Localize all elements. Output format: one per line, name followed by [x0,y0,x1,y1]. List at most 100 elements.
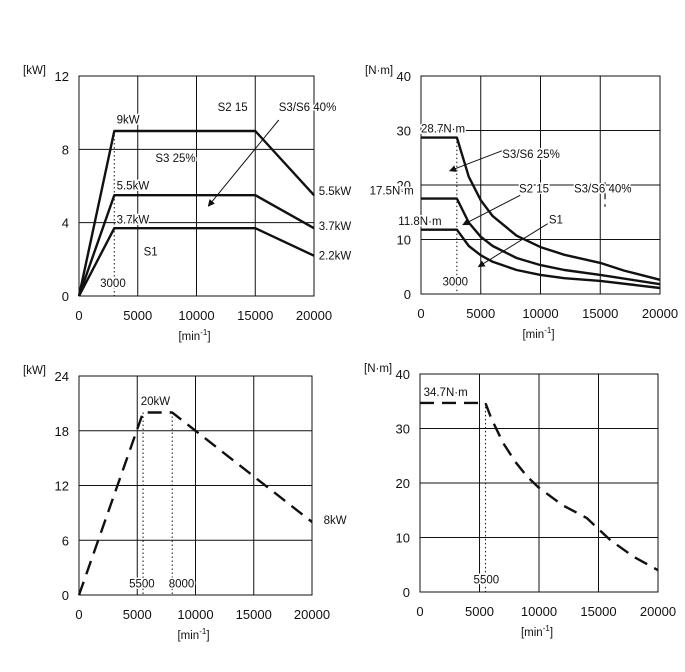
annotation-label: 5500 [474,574,500,586]
x-tick-label: 0 [417,306,424,321]
y-tick-label: 20 [396,476,410,491]
x-tick-label: 0 [416,604,423,619]
annotation-label: 3000 [100,278,126,290]
x-axis-unit: [min-1] [522,326,554,341]
annotation-label: S3/S6 25% [502,149,560,161]
x-tick-label: 5000 [465,604,494,619]
torque-chart-continuous: 0 5000 10000 15000 20000 0 10 20 30 40 [N·m] [min-1… [365,65,678,341]
x-axis-unit-x-unit-sup: -1 [543,624,551,633]
x-axis-unit-x-unit: [min [522,329,544,341]
x-axis-unit-x-unit-suffix: ] [206,630,209,642]
power-chart-continuous: 0 5000 10000 15000 20000 0 4 8 12 [kW] ​[min-1] 9kW… [23,65,353,343]
x-axis-unit: [min-1] [521,624,553,639]
y-axis-unit: [kW] [23,365,46,377]
y-tick-label: 0 [62,289,69,304]
y-tick-label: 40 [396,367,410,382]
series-line-0 [420,401,659,572]
annotation-label: 2.2kW [319,250,352,262]
annotation-label: S3 25% [155,153,195,165]
y-tick-label: 20 [397,178,411,193]
x-tick-label: 20000 [642,306,678,321]
y-tick-label: 40 [397,69,411,84]
x-tick-label: 5000 [123,607,152,622]
x-axis-unit-x-unit: [min [177,630,199,642]
annotation-arrow [449,150,503,172]
annotation-label: 8000 [169,579,195,591]
x-axis-unit: [min-1] [177,627,209,642]
annotation-label: S3/S6 40% [279,102,337,114]
annotation-label: 3.7kW [117,215,150,227]
annotation-label: 5.5kW [117,181,150,193]
plot-frame [78,75,315,297]
annotation-label: 3000 [443,276,469,288]
x-axis-unit-x-unit-suffix: ] [207,331,210,343]
x-tick-label: 5000 [466,306,495,321]
annotation-arrow [477,223,548,268]
y-tick-label: 4 [62,216,69,231]
x-tick-label: 15000 [582,306,618,321]
annotation-label: S3/S6 40% [574,184,632,196]
annotation-label: S1 [549,215,563,227]
torque-chart-short-time: 0 5000 10000 15000 20000 0 10 20 30 40 [N·m] [min-1… [364,363,676,639]
y-tick-label: 6 [62,533,69,548]
x-axis-unit-x-unit-sup: -1 [199,627,207,636]
series-line-1 [421,197,661,286]
annotation-label: S2 15 [519,184,549,196]
annotation-arrow [207,119,280,207]
x-axis-unit: ​[min-1] [178,328,210,343]
x-tick-label: 20000 [640,604,676,619]
x-tick-label: 0 [75,607,82,622]
series-line-0 [421,136,661,281]
x-tick-label: 10000 [178,308,214,323]
x-tick-label: 0 [75,308,82,323]
y-axis-unit: [N·m] [365,65,393,77]
y-tick-label: 0 [404,287,411,302]
annotation-label: 20kW [141,396,171,408]
series-line-0 [77,411,313,596]
plot-frame [420,75,661,295]
x-tick-label: 20000 [296,308,332,323]
y-tick-label: 30 [397,124,411,139]
x-axis-unit-x-unit-suffix: ] [550,627,553,639]
x-axis-unit-x-unit-suffix: ] [551,329,554,341]
series-line-1 [77,193,315,297]
y-axis-unit: [kW] [23,65,46,77]
y-tick-label: 10 [397,233,411,248]
x-tick-label: 15000 [236,607,272,622]
x-tick-label: 10000 [521,604,557,619]
y-tick-label: 0 [62,588,69,603]
annotation-label: 17.5N·m [370,185,414,197]
series-line-2 [421,228,661,290]
x-tick-label: 15000 [237,308,273,323]
annotation-label: 11.8N·m [398,216,441,228]
x-axis-unit-x-unit-sup: -1 [544,326,552,335]
annotation-label: S2 15 [218,102,248,114]
x-axis-unit-x-unit-sup: -1 [200,328,208,337]
series-line-0 [77,129,315,297]
y-tick-label: 18 [55,424,69,439]
y-axis-unit: [N·m] [364,363,392,375]
annotation-label: 8kW [324,515,347,527]
x-tick-label: 15000 [580,604,616,619]
y-tick-label: 12 [55,69,69,84]
annotation-label: 5500 [129,579,155,591]
x-tick-label: 10000 [177,607,213,622]
series-line-2 [77,226,315,297]
annotation-label: 5.5kW [319,186,352,198]
power-chart-short-time: 0 5000 10000 15000 20000 0 6 12 18 24 [kW] [min-1] 2… [23,365,348,642]
plot-frame [419,373,659,593]
annotation-label: 28.7N·m [421,124,465,136]
annotation-label: 3.7kW [319,221,352,233]
y-tick-label: 0 [403,585,410,600]
x-axis-unit-x-unit: [min [521,627,543,639]
x-tick-label: 20000 [294,607,330,622]
x-axis-unit-x-unit: [min [178,331,200,343]
y-tick-label: 8 [62,142,69,157]
annotation-label: 9kW [117,115,140,127]
x-tick-label: 5000 [123,308,152,323]
y-tick-label: 10 [396,531,410,546]
y-tick-label: 12 [55,479,69,494]
annotation-label: 34.7N·m [424,387,468,399]
x-tick-label: 10000 [522,306,558,321]
